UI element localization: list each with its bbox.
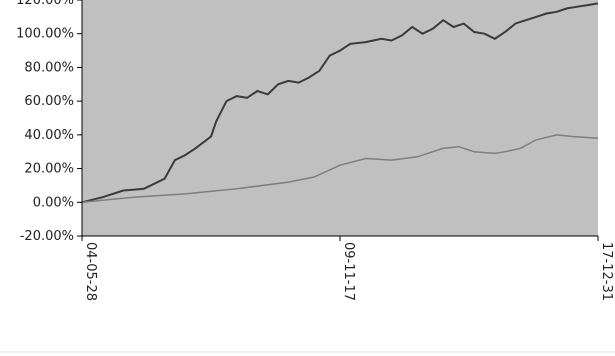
x-tick-label-0: 04-05-28: [83, 242, 98, 301]
series-line-2: [81, 134, 599, 204]
x-tick-label-2: 17-12-31: [599, 242, 614, 301]
y-tick-label-3: 60.00%: [24, 94, 74, 109]
y-tick-label-2: 80.00%: [24, 60, 74, 75]
y-tick-label-6: 0.00%: [33, 195, 74, 210]
plot-area: [82, 0, 598, 236]
y-tick-label-4: 40.00%: [24, 128, 74, 143]
y-tick-label-1: 100.00%: [16, 27, 74, 42]
y-tick-label-5: 20.00%: [24, 162, 74, 177]
series-line-1: [81, 2, 599, 204]
y-tick-label-7: -20.00%: [20, 229, 74, 244]
x-tick-label-1: 09-11-17: [341, 242, 356, 301]
y-tick-label-0: 120.00%: [16, 0, 74, 8]
